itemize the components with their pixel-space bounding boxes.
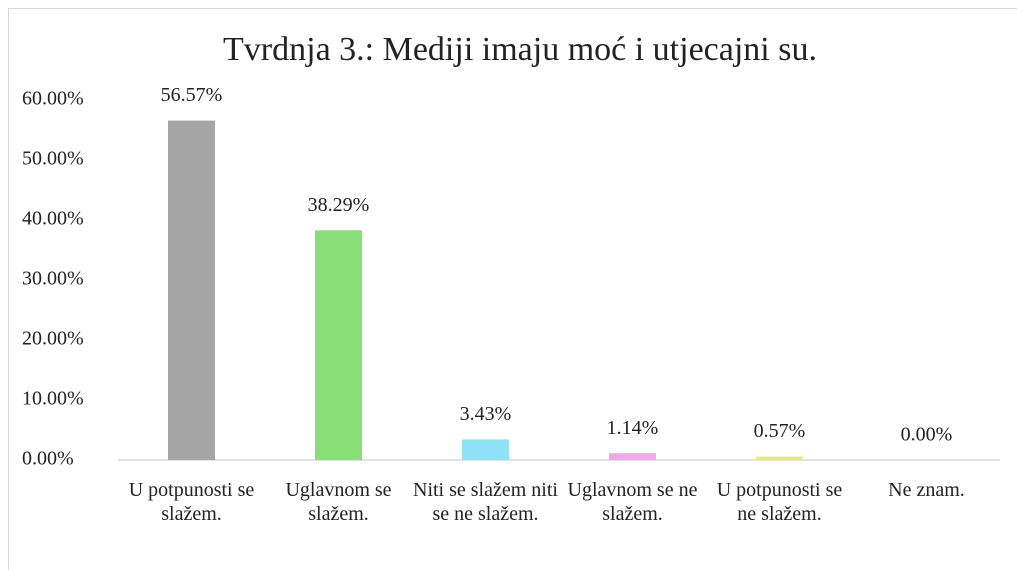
data-label: 38.29% <box>308 194 370 216</box>
y-tick-label: 50.00% <box>22 148 84 170</box>
bar <box>315 230 362 460</box>
data-label: 0.57% <box>754 420 806 442</box>
data-label: 56.57% <box>161 84 223 106</box>
x-tick-label: Uglavnom se ne slažem. <box>567 479 698 525</box>
data-label: 0.00% <box>901 424 953 446</box>
data-label: 1.14% <box>607 417 659 439</box>
chart-border <box>8 8 1017 570</box>
data-label: 3.43% <box>460 403 512 425</box>
bar <box>609 453 656 460</box>
y-tick-label: 0.00% <box>22 448 74 470</box>
y-tick-label: 30.00% <box>22 268 84 290</box>
x-tick-label: Ne znam. <box>888 479 965 501</box>
x-tick-label: Niti se slažem niti se ne slažem. <box>413 479 558 525</box>
bar <box>756 456 803 460</box>
y-tick-label: 60.00% <box>22 88 84 110</box>
x-tick-label: Uglavnom se slažem. <box>285 479 392 525</box>
chart-title: Tvrdnja 3.: Mediji imaju moć i utjecajni… <box>223 31 817 68</box>
bar <box>462 439 509 460</box>
y-tick-label: 10.00% <box>22 388 84 410</box>
y-tick-label: 20.00% <box>22 328 84 350</box>
y-tick-label: 40.00% <box>22 208 84 230</box>
x-tick-label: U potpunosti se ne slažem. <box>716 479 843 525</box>
bar <box>168 120 215 460</box>
x-tick-label: U potpunosti se slažem. <box>128 479 255 525</box>
